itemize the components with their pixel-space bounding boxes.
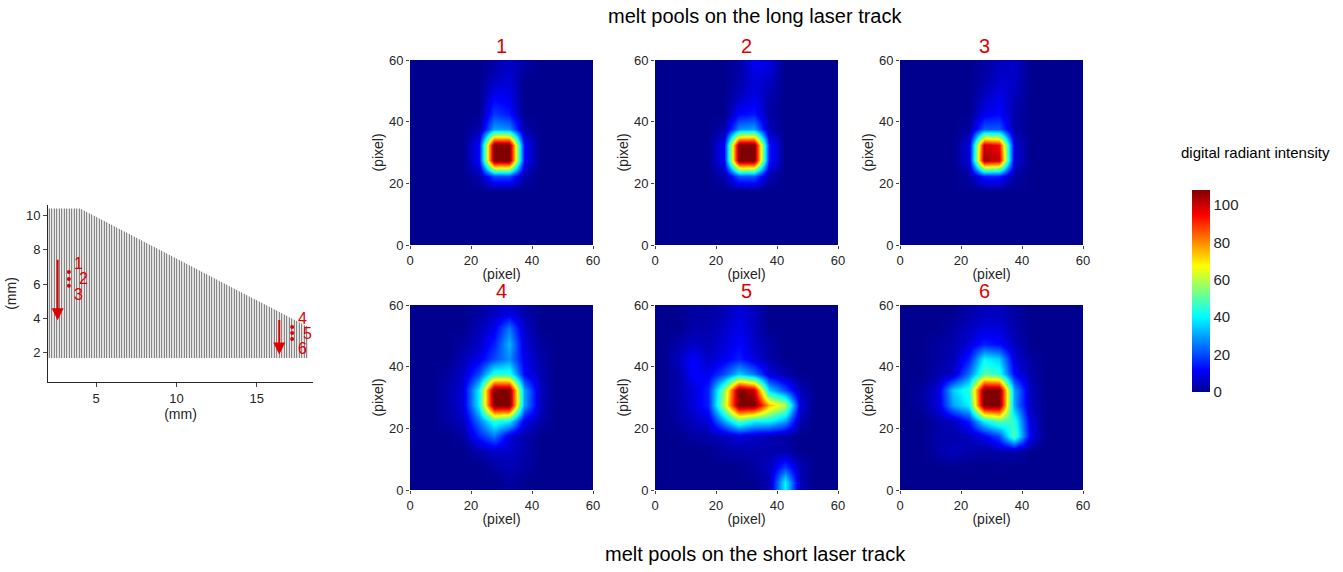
svg-text:0: 0 — [1214, 383, 1222, 400]
svg-text:40: 40 — [879, 114, 893, 129]
svg-text:15: 15 — [250, 391, 264, 406]
svg-text:60: 60 — [1076, 498, 1090, 513]
svg-text:60: 60 — [389, 53, 403, 68]
svg-text:(pixel): (pixel) — [727, 266, 765, 282]
svg-text:20: 20 — [389, 176, 403, 191]
svg-text:(pixel): (pixel) — [370, 133, 386, 171]
svg-text:40: 40 — [634, 359, 648, 374]
svg-text:8: 8 — [33, 242, 40, 257]
svg-text:5: 5 — [303, 325, 312, 342]
svg-text:(pixel): (pixel) — [370, 378, 386, 416]
svg-text:60: 60 — [1076, 253, 1090, 268]
svg-text:60: 60 — [634, 298, 648, 313]
svg-text:4: 4 — [298, 310, 307, 327]
svg-text:20: 20 — [634, 176, 648, 191]
svg-text:40: 40 — [525, 253, 539, 268]
svg-text:0: 0 — [886, 483, 893, 498]
svg-text:5: 5 — [741, 280, 752, 302]
svg-text:(pixel): (pixel) — [727, 511, 765, 527]
svg-text:40: 40 — [1015, 498, 1029, 513]
svg-text:80: 80 — [1214, 234, 1231, 251]
svg-text:(pixel): (pixel) — [615, 378, 631, 416]
svg-text:0: 0 — [396, 238, 403, 253]
svg-text:20: 20 — [709, 253, 723, 268]
svg-text:40: 40 — [525, 498, 539, 513]
svg-text:60: 60 — [586, 498, 600, 513]
svg-text:0: 0 — [886, 238, 893, 253]
svg-text:(pixel): (pixel) — [482, 266, 520, 282]
svg-text:20: 20 — [634, 421, 648, 436]
svg-text:20: 20 — [464, 498, 478, 513]
svg-text:40: 40 — [770, 253, 784, 268]
svg-text:(pixel): (pixel) — [972, 511, 1010, 527]
svg-text:60: 60 — [879, 298, 893, 313]
svg-text:(pixel): (pixel) — [972, 266, 1010, 282]
svg-text:20: 20 — [954, 498, 968, 513]
svg-text:6: 6 — [979, 280, 990, 302]
svg-text:(pixel): (pixel) — [860, 378, 876, 416]
svg-text:100: 100 — [1214, 196, 1239, 213]
svg-text:(pixel): (pixel) — [482, 511, 520, 527]
svg-text:20: 20 — [954, 253, 968, 268]
svg-text:40: 40 — [389, 114, 403, 129]
svg-text:60: 60 — [586, 253, 600, 268]
svg-text:1: 1 — [496, 35, 507, 57]
svg-text:0: 0 — [651, 253, 658, 268]
svg-text:40: 40 — [634, 114, 648, 129]
svg-text:0: 0 — [641, 483, 648, 498]
svg-text:2: 2 — [79, 270, 88, 287]
svg-text:0: 0 — [641, 238, 648, 253]
svg-text:3: 3 — [979, 35, 990, 57]
svg-text:20: 20 — [464, 253, 478, 268]
svg-text:(pixel): (pixel) — [615, 133, 631, 171]
svg-text:60: 60 — [1214, 271, 1231, 288]
svg-text:0: 0 — [651, 498, 658, 513]
svg-text:2: 2 — [741, 35, 752, 57]
svg-text:20: 20 — [879, 176, 893, 191]
svg-text:0: 0 — [406, 253, 413, 268]
svg-text:40: 40 — [389, 359, 403, 374]
svg-text:melt pools on the short laser: melt pools on the short laser track — [605, 543, 906, 565]
svg-text:20: 20 — [879, 421, 893, 436]
svg-text:40: 40 — [1214, 308, 1231, 325]
svg-text:melt pools on the long laser t: melt pools on the long laser track — [608, 5, 902, 27]
svg-text:60: 60 — [831, 498, 845, 513]
svg-text:40: 40 — [879, 359, 893, 374]
svg-text:20: 20 — [1214, 346, 1231, 363]
svg-text:0: 0 — [406, 498, 413, 513]
svg-text:20: 20 — [709, 498, 723, 513]
svg-text:60: 60 — [389, 298, 403, 313]
svg-text:(mm): (mm) — [164, 406, 197, 422]
svg-text:6: 6 — [298, 340, 307, 357]
svg-text:0: 0 — [896, 253, 903, 268]
svg-text:0: 0 — [896, 498, 903, 513]
svg-text:60: 60 — [634, 53, 648, 68]
svg-text:0: 0 — [396, 483, 403, 498]
svg-text:6: 6 — [33, 277, 40, 292]
svg-text:60: 60 — [879, 53, 893, 68]
svg-text:10: 10 — [169, 391, 183, 406]
svg-text:2: 2 — [33, 345, 40, 360]
svg-text:40: 40 — [1015, 253, 1029, 268]
svg-text:digital radiant intensity: digital radiant intensity — [1181, 144, 1330, 161]
svg-text:60: 60 — [831, 253, 845, 268]
svg-text:20: 20 — [389, 421, 403, 436]
svg-text:1: 1 — [74, 255, 83, 272]
svg-text:5: 5 — [93, 391, 100, 406]
svg-text:(mm): (mm) — [3, 277, 19, 310]
svg-text:40: 40 — [770, 498, 784, 513]
svg-text:10: 10 — [26, 208, 40, 223]
svg-text:4: 4 — [496, 280, 507, 302]
svg-text:(pixel): (pixel) — [860, 133, 876, 171]
svg-text:4: 4 — [33, 311, 40, 326]
svg-text:3: 3 — [74, 286, 83, 303]
